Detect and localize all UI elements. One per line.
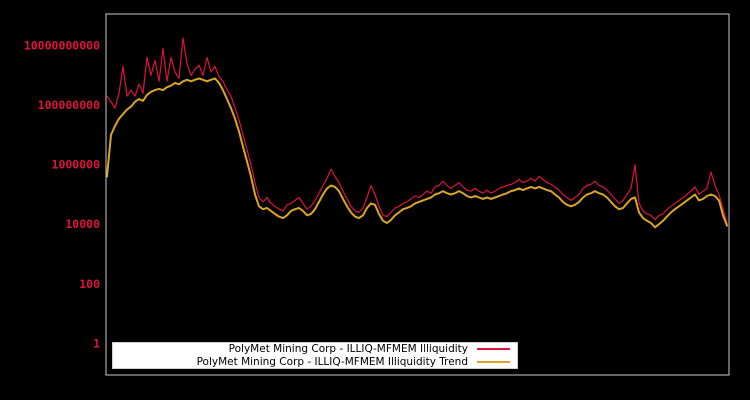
legend-label-trend: PolyMet Mining Corp - ILLIQ-MFMEM Illiqu…	[196, 356, 468, 368]
legend: PolyMet Mining Corp - ILLIQ-MFMEM Illiqu…	[112, 342, 518, 369]
legend-label-illiquidity: PolyMet Mining Corp - ILLIQ-MFMEM Illiqu…	[228, 343, 468, 355]
legend-entry-trend: PolyMet Mining Corp - ILLIQ-MFMEM Illiqu…	[113, 356, 517, 368]
y-axis-tick-label: 1	[93, 336, 100, 350]
y-axis-tick-label: 10000000000	[24, 39, 100, 53]
illiquidity-trend-line	[106, 77, 728, 229]
plot-background	[106, 14, 729, 375]
y-axis-tick-label: 100	[79, 277, 100, 291]
y-axis-tick-label: 1000000	[52, 158, 101, 172]
y-axis-tick-label: 10000	[65, 217, 100, 231]
legend-line-sample-illiquidity-icon	[477, 348, 510, 350]
illiquidity-line	[106, 37, 728, 224]
legend-entry-illiquidity: PolyMet Mining Corp - ILLIQ-MFMEM Illiqu…	[113, 343, 517, 355]
legend-line-sample-trend-icon	[477, 361, 510, 363]
plot-border	[105, 13, 730, 376]
y-axis-tick-label: 100000000	[38, 98, 100, 112]
